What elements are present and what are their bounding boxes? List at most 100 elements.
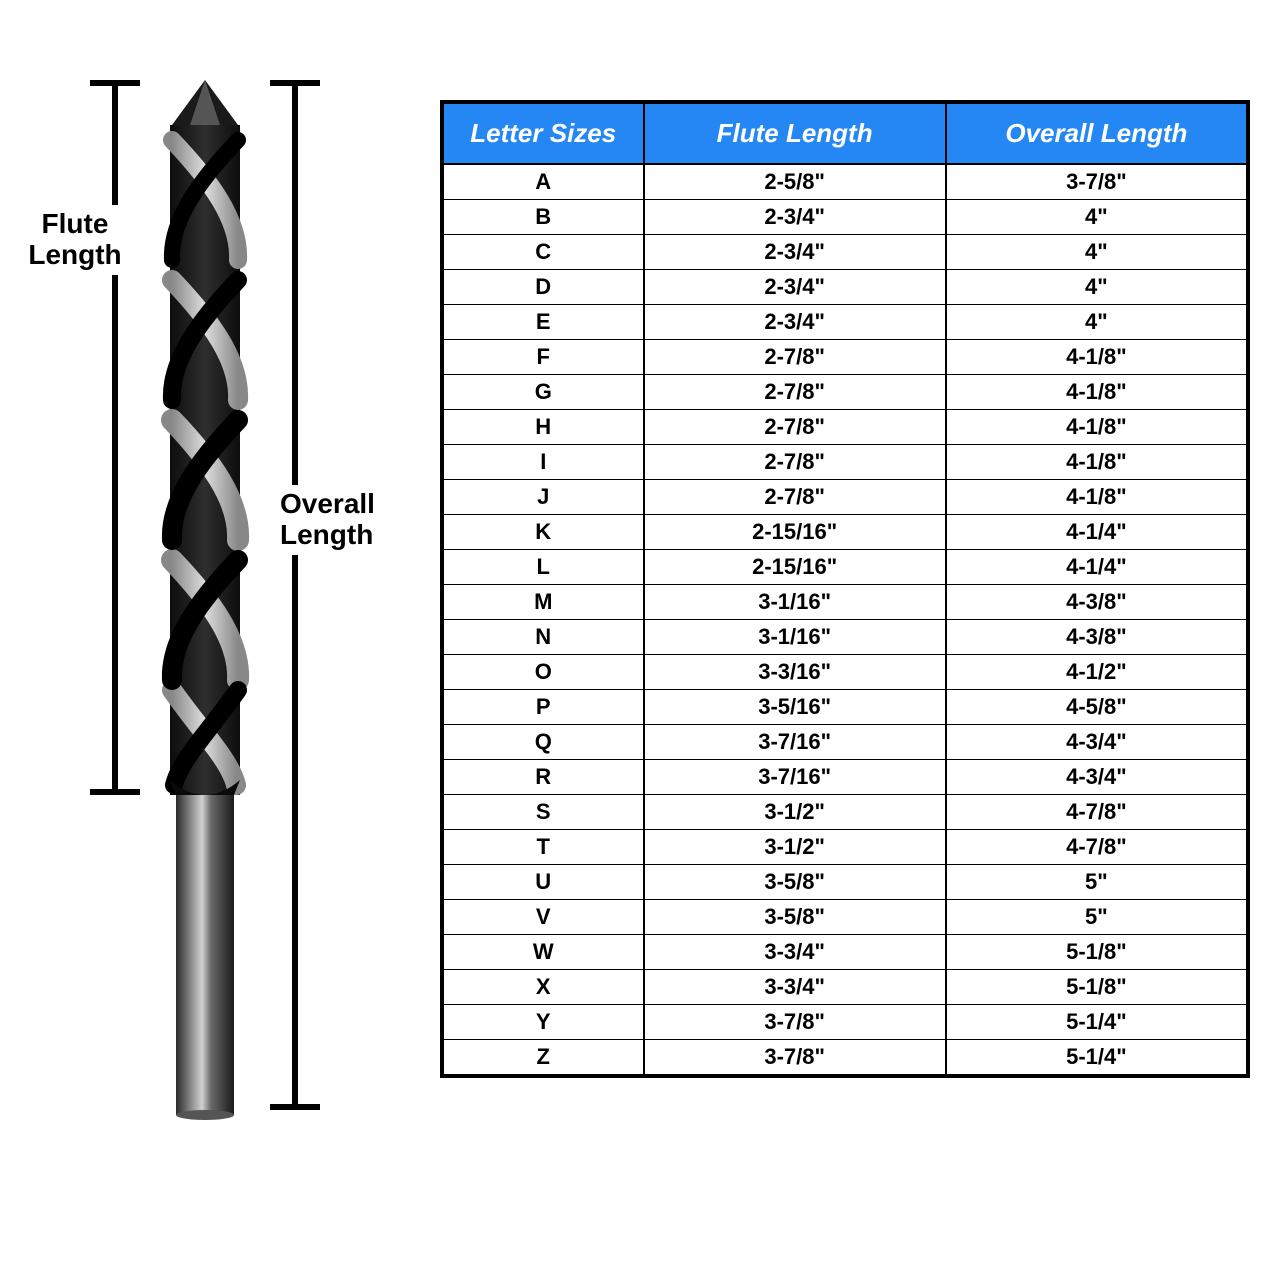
table-row: K2-15/16"4-1/4": [442, 515, 1248, 550]
table-cell: 5": [946, 865, 1248, 900]
table-cell: B: [442, 200, 644, 235]
table-cell: 4-1/8": [946, 410, 1248, 445]
table-cell: A: [442, 164, 644, 200]
table-cell: J: [442, 480, 644, 515]
table-row: W3-3/4"5-1/8": [442, 935, 1248, 970]
table-cell: F: [442, 340, 644, 375]
table-row: D2-3/4"4": [442, 270, 1248, 305]
table-cell: 2-7/8": [644, 375, 946, 410]
table-cell: 2-3/4": [644, 305, 946, 340]
table-cell: 4": [946, 235, 1248, 270]
table-cell: X: [442, 970, 644, 1005]
table-cell: Z: [442, 1040, 644, 1077]
column-header: Flute Length: [644, 102, 946, 164]
table-cell: 3-1/2": [644, 795, 946, 830]
table-row: Q3-7/16"4-3/4": [442, 725, 1248, 760]
table-cell: 2-7/8": [644, 445, 946, 480]
table-row: T3-1/2"4-7/8": [442, 830, 1248, 865]
table-row: F2-7/8"4-1/8": [442, 340, 1248, 375]
table-cell: 4-5/8": [946, 690, 1248, 725]
table-cell: 5": [946, 900, 1248, 935]
table-row: E2-3/4"4": [442, 305, 1248, 340]
table-cell: 2-7/8": [644, 410, 946, 445]
table-row: P3-5/16"4-5/8": [442, 690, 1248, 725]
table-cell: P: [442, 690, 644, 725]
table-cell: U: [442, 865, 644, 900]
table-row: L2-15/16"4-1/4": [442, 550, 1248, 585]
table-cell: 4-3/4": [946, 760, 1248, 795]
table-cell: 4-1/8": [946, 375, 1248, 410]
table-cell: L: [442, 550, 644, 585]
table-cell: 2-7/8": [644, 480, 946, 515]
table-row: J2-7/8"4-1/8": [442, 480, 1248, 515]
drill-diagram: Flute Length Overall Length: [30, 70, 440, 1150]
table-cell: H: [442, 410, 644, 445]
table-cell: Y: [442, 1005, 644, 1040]
table-cell: 2-3/4": [644, 200, 946, 235]
table-cell: 5-1/8": [946, 970, 1248, 1005]
table-cell: 4-7/8": [946, 830, 1248, 865]
table-row: V3-5/8"5": [442, 900, 1248, 935]
table-cell: 2-3/4": [644, 270, 946, 305]
table-row: M3-1/16"4-3/8": [442, 585, 1248, 620]
table-cell: Q: [442, 725, 644, 760]
overall-length-label: Overall Length: [280, 485, 420, 555]
table-cell: I: [442, 445, 644, 480]
table-cell: 4": [946, 305, 1248, 340]
table-row: O3-3/16"4-1/2": [442, 655, 1248, 690]
table-cell: V: [442, 900, 644, 935]
table-cell: 4-1/8": [946, 480, 1248, 515]
table-cell: 2-5/8": [644, 164, 946, 200]
table-row: I2-7/8"4-1/8": [442, 445, 1248, 480]
table-cell: S: [442, 795, 644, 830]
table-cell: 3-7/8": [644, 1040, 946, 1077]
table-row: X3-3/4"5-1/8": [442, 970, 1248, 1005]
table-cell: 2-7/8": [644, 340, 946, 375]
size-chart-table: Letter SizesFlute LengthOverall Length A…: [440, 100, 1250, 1078]
table-cell: 4-1/4": [946, 515, 1248, 550]
table-cell: 4-3/8": [946, 620, 1248, 655]
column-header: Overall Length: [946, 102, 1248, 164]
table-cell: 3-5/8": [644, 900, 946, 935]
table-row: Y3-7/8"5-1/4": [442, 1005, 1248, 1040]
table-row: B2-3/4"4": [442, 200, 1248, 235]
table-cell: 3-1/16": [644, 585, 946, 620]
table-cell: D: [442, 270, 644, 305]
table-row: S3-1/2"4-7/8": [442, 795, 1248, 830]
table-cell: 4-3/4": [946, 725, 1248, 760]
table-cell: G: [442, 375, 644, 410]
table-cell: M: [442, 585, 644, 620]
table-row: R3-7/16"4-3/4": [442, 760, 1248, 795]
table-cell: 3-1/16": [644, 620, 946, 655]
table-cell: E: [442, 305, 644, 340]
table-cell: 4-3/8": [946, 585, 1248, 620]
table-cell: O: [442, 655, 644, 690]
table-cell: 2-3/4": [644, 235, 946, 270]
table-cell: 3-7/16": [644, 760, 946, 795]
table-cell: 5-1/4": [946, 1040, 1248, 1077]
table-row: A2-5/8"3-7/8": [442, 164, 1248, 200]
table-row: H2-7/8"4-1/8": [442, 410, 1248, 445]
flute-length-label: Flute Length: [10, 205, 140, 275]
table-row: Z3-7/8"5-1/4": [442, 1040, 1248, 1077]
table-cell: K: [442, 515, 644, 550]
overall-length-bracket: [270, 80, 320, 1110]
table-cell: 4-1/4": [946, 550, 1248, 585]
table-cell: 3-7/16": [644, 725, 946, 760]
flute-length-bracket: [90, 80, 140, 795]
table-cell: 3-3/4": [644, 970, 946, 1005]
table-cell: N: [442, 620, 644, 655]
table-cell: 4": [946, 270, 1248, 305]
table-cell: 4": [946, 200, 1248, 235]
table-cell: R: [442, 760, 644, 795]
table-cell: 4-7/8": [946, 795, 1248, 830]
table-cell: 2-15/16": [644, 550, 946, 585]
table-row: N3-1/16"4-3/8": [442, 620, 1248, 655]
table-cell: 2-15/16": [644, 515, 946, 550]
table-cell: 3-3/16": [644, 655, 946, 690]
drill-bit-icon: [160, 80, 250, 1120]
table-cell: 3-7/8": [946, 164, 1248, 200]
table-cell: 5-1/4": [946, 1005, 1248, 1040]
table-cell: 3-3/4": [644, 935, 946, 970]
column-header: Letter Sizes: [442, 102, 644, 164]
